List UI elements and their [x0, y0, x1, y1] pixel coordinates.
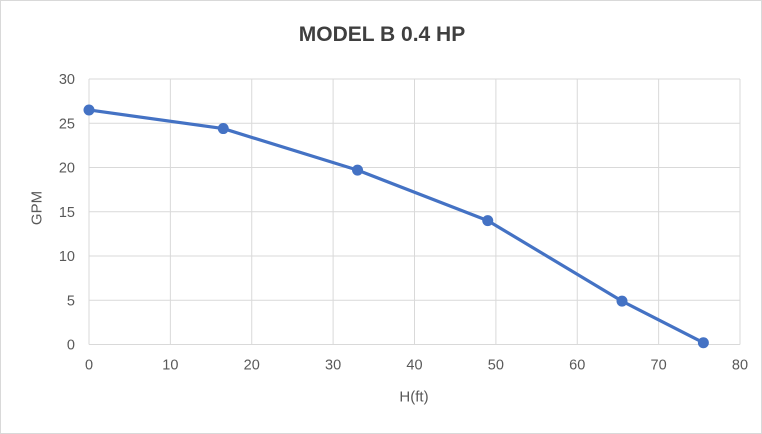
y-axis-title: GPM: [28, 190, 46, 226]
series-line: [87, 108, 705, 345]
x-tick-label: 20: [244, 358, 260, 374]
x-tick-label: 50: [488, 358, 504, 374]
data-point-marker: [697, 337, 709, 349]
y-tick-label: 15: [59, 205, 75, 221]
x-axis-title: H(ft): [399, 388, 429, 406]
data-point-marker: [482, 215, 494, 227]
y-tick-label: 20: [59, 161, 75, 177]
x-tick-label: 10: [162, 358, 178, 374]
y-tick-label: 30: [59, 72, 75, 88]
x-tick-label: 80: [732, 358, 748, 374]
y-tick-label: 5: [67, 293, 75, 309]
chart-title: MODEL B 0.4 HP: [298, 23, 466, 46]
data-point-marker: [217, 123, 229, 135]
data-point-marker: [352, 164, 364, 176]
data-point-marker: [83, 104, 95, 116]
y-tick-label: 25: [59, 116, 75, 132]
x-tick-label: 60: [569, 358, 585, 374]
x-tick-label: 30: [325, 358, 341, 374]
x-tick-label: 70: [651, 358, 667, 374]
x-tick-label: 0: [85, 358, 93, 374]
y-tick-label: 10: [59, 249, 75, 265]
data-point-marker: [616, 295, 628, 307]
y-tick-label: 0: [67, 338, 75, 354]
x-tick-label: 40: [406, 358, 422, 374]
